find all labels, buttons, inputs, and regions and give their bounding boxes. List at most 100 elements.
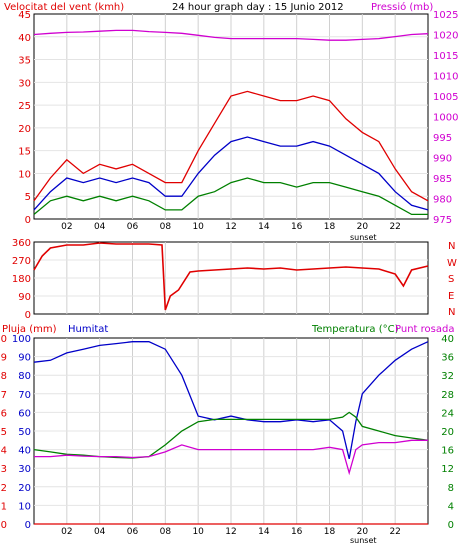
wind-tick-label: 10 — [18, 169, 31, 180]
hour-tick-label: 20 — [357, 527, 369, 537]
hour-tick-label: 08 — [160, 222, 172, 232]
hour-tick-label: 12 — [225, 527, 236, 537]
rain-tick-label: 8 — [1, 371, 7, 382]
rain-tick-label: 0 — [1, 520, 7, 531]
temperature-axis-label: Temperatura (°C) — [311, 324, 399, 335]
pressure-tick-label: 985 — [433, 174, 452, 185]
series-line-pressure — [33, 29, 429, 41]
humidity-tick-label: 90 — [18, 353, 31, 364]
compass-label: W — [447, 258, 457, 269]
humidity-tick-label: 100 — [12, 334, 31, 345]
series-line-direction — [33, 242, 429, 311]
series-line-green — [33, 177, 428, 216]
wind-tick-label: 30 — [18, 78, 31, 89]
pressure-tick-label: 1020 — [433, 31, 458, 42]
sunset-label-top: sunset — [350, 233, 377, 242]
humidity-tick-label: 20 — [18, 483, 31, 494]
hour-tick-label: 16 — [291, 222, 303, 232]
rain-tick-label: 2 — [1, 483, 7, 494]
direction-tick-label: 270 — [12, 256, 31, 267]
hour-tick-label: 08 — [160, 527, 172, 537]
temperature-tick-label: 40 — [441, 334, 454, 345]
temperature-tick-label: 20 — [441, 427, 454, 438]
temperature-tick-label: 0 — [448, 520, 454, 531]
direction-tick-label: 0 — [25, 310, 31, 321]
pressure-tick-label: 995 — [433, 133, 452, 144]
wind-tick-label: 35 — [18, 56, 31, 67]
temperature-tick-label: 12 — [441, 464, 454, 475]
hour-tick-label: 18 — [324, 222, 336, 232]
temperature-tick-label: 32 — [441, 371, 454, 382]
pressure-tick-label: 990 — [433, 154, 452, 165]
pressure-tick-label: 1005 — [433, 92, 458, 103]
wind-axis-label: Velocitat del vent (kmh) — [4, 2, 124, 13]
hour-tick-label: 04 — [94, 222, 106, 232]
wind-tick-label: 25 — [18, 101, 31, 112]
hour-tick-label: 02 — [61, 222, 72, 232]
hour-tick-label: 02 — [61, 527, 72, 537]
compass-label: S — [448, 274, 454, 285]
wind-tick-label: 5 — [25, 192, 31, 203]
hour-tick-label: 12 — [225, 222, 236, 232]
pressure-tick-label: 1010 — [433, 72, 458, 83]
temperature-tick-label: 24 — [441, 408, 454, 419]
rain-tick-label: 9 — [1, 353, 7, 364]
humidity-tick-label: 80 — [18, 371, 31, 382]
humidity-tick-label: 70 — [18, 390, 31, 401]
humidity-tick-label: 40 — [18, 446, 31, 457]
pressure-tick-label: 1000 — [433, 113, 458, 124]
rain-tick-label: 10 — [0, 334, 7, 345]
pressure-tick-label: 1015 — [433, 51, 458, 62]
wind-tick-label: 20 — [18, 124, 31, 135]
direction-tick-label: 360 — [12, 238, 31, 249]
series-line-gust — [33, 90, 429, 202]
rain-tick-label: 3 — [1, 464, 7, 475]
pressure-tick-label: 975 — [433, 215, 452, 226]
hour-tick-label: 06 — [127, 527, 139, 537]
humidity-tick-label: 60 — [18, 408, 31, 419]
pressure-tick-label: 1025 — [433, 10, 458, 21]
direction-tick-label: 180 — [12, 274, 31, 285]
rain-tick-label: 5 — [1, 427, 7, 438]
temperature-tick-label: 36 — [441, 353, 454, 364]
sunset-label-bottom: sunset — [350, 536, 377, 545]
hour-tick-label: 20 — [357, 222, 369, 232]
humidity-tick-label: 30 — [18, 464, 31, 475]
humidity-tick-label: 0 — [25, 520, 31, 531]
compass-label: E — [448, 291, 454, 302]
direction-tick-label: 90 — [18, 292, 31, 303]
humidity-tick-label: 50 — [18, 427, 31, 438]
wind-tick-label: 40 — [18, 33, 31, 44]
humidity-tick-label: 10 — [18, 501, 31, 512]
wind-tick-label: 0 — [25, 215, 31, 226]
hour-tick-label: 06 — [127, 222, 139, 232]
chart-title: 24 hour graph day : 15 Junio 2012 — [172, 2, 344, 13]
humidity-axis-label: Humitat — [68, 324, 108, 335]
rain-axis-label: Pluja (mm) — [2, 324, 57, 335]
rain-tick-label: 7 — [1, 390, 7, 401]
rain-tick-label: 6 — [1, 408, 7, 419]
compass-label: N — [448, 241, 455, 252]
hour-tick-label: 22 — [389, 222, 400, 232]
hour-tick-label: 14 — [258, 222, 270, 232]
temperature-tick-label: 16 — [441, 446, 454, 457]
temperature-tick-label: 8 — [448, 483, 454, 494]
temperature-tick-label: 28 — [441, 390, 454, 401]
wind-tick-label: 15 — [18, 147, 31, 158]
rain-tick-label: 4 — [1, 446, 7, 457]
hour-tick-label: 18 — [324, 527, 336, 537]
hour-tick-label: 22 — [389, 527, 400, 537]
compass-label: N — [448, 307, 455, 318]
hour-tick-label: 16 — [291, 527, 303, 537]
hour-tick-label: 14 — [258, 527, 270, 537]
pressure-tick-label: 980 — [433, 195, 452, 206]
hour-tick-label: 10 — [192, 527, 204, 537]
rain-tick-label: 1 — [1, 501, 7, 512]
hour-tick-label: 04 — [94, 527, 106, 537]
temperature-tick-label: 4 — [448, 501, 454, 512]
series-line-avg — [33, 136, 429, 211]
series-line-punt-rosada — [34, 439, 428, 476]
hour-tick-label: 10 — [192, 222, 204, 232]
